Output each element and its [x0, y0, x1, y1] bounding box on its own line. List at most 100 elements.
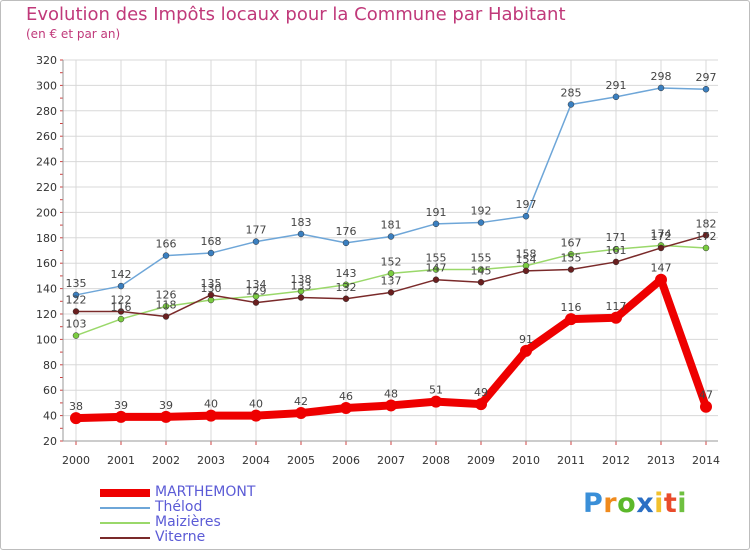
- y-tick-label: 160: [36, 257, 57, 270]
- data-label: 147: [651, 262, 672, 275]
- data-point: [115, 410, 127, 423]
- x-tick-label: 2007: [377, 454, 405, 467]
- legend-label-viterne: Viterne: [155, 529, 206, 545]
- y-tick-label: 220: [36, 181, 57, 194]
- data-label: 42: [294, 395, 308, 408]
- logo-letter: x: [636, 488, 655, 519]
- data-point: [297, 230, 305, 238]
- data-label: 297: [696, 71, 717, 84]
- data-point: [612, 245, 620, 253]
- data-label: 291: [606, 79, 627, 92]
- chart-subtitle: (en € et par an): [26, 27, 121, 41]
- y-tick-label: 300: [36, 79, 57, 92]
- data-label: 158: [516, 248, 537, 261]
- data-label: 51: [429, 384, 443, 397]
- data-point: [160, 410, 172, 423]
- logo-letter: o: [617, 488, 637, 519]
- data-label: 155: [426, 252, 447, 265]
- y-tick-label: 100: [36, 333, 57, 346]
- data-label: 192: [471, 205, 492, 218]
- legend: MARTHEMONT Thélod Maizières Viterne: [100, 484, 320, 545]
- data-label: 298: [651, 70, 672, 83]
- legend-item-thelod: Thélod: [100, 499, 320, 515]
- data-point: [702, 232, 710, 239]
- data-point: [432, 266, 440, 273]
- data-label: 38: [69, 400, 83, 413]
- data-point: [702, 85, 710, 93]
- data-label: 191: [426, 206, 447, 219]
- data-label: 39: [159, 399, 173, 412]
- data-point: [250, 409, 262, 422]
- data-label: 174: [651, 227, 672, 240]
- data-point: [252, 292, 260, 300]
- x-tick-label: 2010: [512, 454, 540, 467]
- data-label: 197: [516, 198, 537, 211]
- legend-item-maizieres: Maizières: [100, 514, 320, 530]
- data-point: [477, 266, 485, 273]
- data-point: [72, 291, 80, 299]
- data-point: [162, 303, 170, 310]
- data-point: [205, 409, 217, 422]
- logo-letter: P: [583, 488, 604, 519]
- data-point: [117, 282, 125, 290]
- data-label: 48: [384, 387, 398, 400]
- logo-letter: i: [677, 488, 688, 519]
- data-point: [477, 219, 485, 226]
- y-tick-label: 200: [36, 206, 57, 219]
- data-label: 46: [339, 390, 353, 403]
- data-label: 117: [606, 300, 627, 313]
- data-label: 142: [111, 268, 132, 281]
- data-label: 130: [201, 282, 222, 295]
- data-point: [610, 311, 622, 324]
- y-tick-label: 60: [43, 384, 57, 397]
- data-point: [72, 332, 80, 339]
- data-point: [387, 289, 395, 296]
- data-label: 171: [606, 231, 627, 244]
- data-point: [70, 412, 82, 425]
- data-label: 155: [561, 252, 582, 265]
- data-point: [567, 251, 575, 258]
- data-point: [657, 244, 665, 252]
- x-tick-label: 2013: [647, 454, 675, 467]
- x-tick-label: 2001: [107, 454, 135, 467]
- data-point: [432, 220, 440, 228]
- data-point: [520, 344, 532, 357]
- data-label: 135: [201, 277, 222, 290]
- data-label: 133: [291, 279, 312, 292]
- data-point: [162, 252, 170, 259]
- data-label: 40: [249, 398, 263, 411]
- data-label: 285: [561, 86, 582, 99]
- data-point: [252, 238, 260, 245]
- data-label: 138: [291, 273, 312, 286]
- y-tick-label: 260: [36, 130, 57, 143]
- legend-label-thelod: Thélod: [155, 499, 203, 515]
- x-tick-label: 2012: [602, 454, 630, 467]
- data-point: [207, 249, 215, 257]
- data-label: 182: [696, 217, 717, 230]
- x-tick-label: 2000: [62, 454, 90, 467]
- y-tick-label: 120: [36, 308, 57, 321]
- data-label: 39: [114, 399, 128, 412]
- data-point: [522, 267, 530, 275]
- data-point: [430, 395, 442, 408]
- x-tick-label: 2003: [197, 454, 225, 467]
- data-label: 137: [381, 274, 402, 287]
- legend-swatch-marthemont: [100, 489, 150, 497]
- data-point: [432, 276, 440, 283]
- chart-title: Evolution des Impôts locaux pour la Comm…: [26, 4, 566, 25]
- data-point: [295, 407, 307, 420]
- legend-label-marthemont: MARTHEMONT: [155, 484, 256, 500]
- y-tick-label: 40: [43, 410, 57, 423]
- data-label: 49: [474, 386, 488, 399]
- data-label: 147: [426, 262, 447, 275]
- data-point: [72, 308, 80, 315]
- data-point: [522, 212, 530, 220]
- data-label: 126: [156, 288, 177, 301]
- proxiti-logo: Proxiti: [583, 488, 687, 519]
- data-label: 152: [381, 255, 402, 268]
- y-tick-label: 140: [36, 283, 57, 296]
- data-point: [567, 266, 575, 273]
- data-point: [612, 93, 620, 101]
- legend-swatch-viterne: [100, 537, 150, 539]
